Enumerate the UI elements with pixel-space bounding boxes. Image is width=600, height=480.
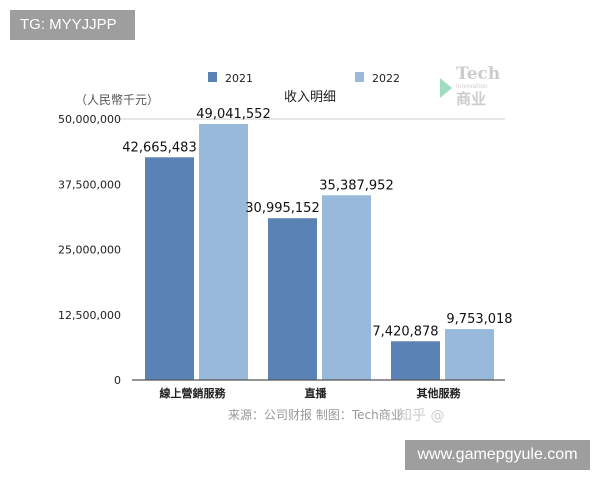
bar-2021-1 — [268, 218, 317, 380]
bar-2021-0 — [145, 157, 194, 380]
watermark-bottom: www.gamepgyule.com — [405, 440, 590, 470]
logo-line2: innovation — [456, 83, 488, 90]
watermark-top: TG: MYYJJPP — [10, 10, 135, 40]
data-label: 30,995,152 — [245, 201, 319, 216]
logo-arrow-icon — [440, 78, 452, 98]
logo-line1: Tech — [456, 64, 501, 84]
bar-2022-1 — [322, 195, 371, 380]
x-tick-label: 直播 — [305, 386, 328, 400]
y-tick-label: 25,000,000 — [58, 244, 121, 257]
legend-swatch-2021 — [208, 72, 217, 82]
y-tick-label: 12,500,000 — [58, 309, 121, 322]
y-tick-label: 50,000,000 — [58, 113, 121, 126]
data-label: 35,387,952 — [319, 178, 393, 193]
data-label: 49,041,552 — [196, 107, 270, 122]
legend-label-2022: 2022 — [372, 72, 400, 85]
y-axis-label: （人民幣千元） — [75, 93, 159, 107]
zhihu-watermark: 知乎 @ — [398, 408, 445, 424]
source-note: 来源：公司财报 制图：Tech商业 — [228, 408, 403, 422]
logo-line3: 商业 — [456, 90, 487, 108]
x-tick-label: 其他服務 — [417, 386, 462, 400]
bar-2022-2 — [445, 329, 494, 380]
data-label: 42,665,483 — [122, 140, 196, 155]
data-label: 7,420,878 — [372, 324, 438, 339]
x-tick-label: 線上營銷服務 — [160, 386, 227, 400]
bar-2022-0 — [199, 124, 248, 380]
legend-swatch-2022 — [355, 72, 364, 82]
legend-label-2021: 2021 — [225, 72, 253, 85]
chart-title: 收入明细 — [284, 90, 336, 105]
bar-2021-2 — [391, 341, 440, 380]
y-tick-label: 0 — [114, 374, 121, 387]
data-label: 9,753,018 — [446, 312, 512, 327]
tech-logo: Tech innovation 商业 — [440, 64, 502, 108]
y-tick-label: 37,500,000 — [58, 178, 121, 191]
